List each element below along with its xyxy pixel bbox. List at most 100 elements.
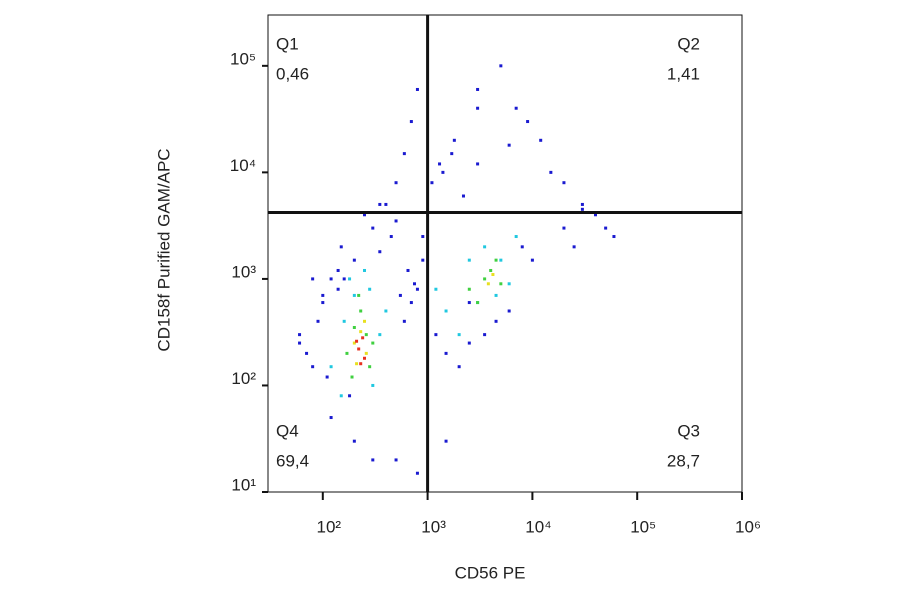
data-point <box>355 362 359 366</box>
data-point <box>604 226 608 230</box>
data-point <box>363 356 367 360</box>
data-point <box>507 282 511 286</box>
quadrant-name: Q4 <box>276 421 299 440</box>
data-point <box>593 213 597 217</box>
data-point <box>580 202 584 206</box>
data-point <box>520 245 524 249</box>
data-point <box>311 277 315 281</box>
data-point <box>339 245 343 249</box>
data-point <box>384 202 388 206</box>
data-point <box>549 170 553 174</box>
x-tick-label: 10⁴ <box>525 517 551 536</box>
data-point <box>378 202 382 206</box>
data-point <box>336 268 340 272</box>
data-point <box>415 471 419 475</box>
data-point <box>378 250 382 254</box>
data-point <box>467 287 471 291</box>
data-point <box>467 341 471 345</box>
data-point <box>368 287 372 291</box>
y-tick-label: 10⁵ <box>230 49 256 68</box>
data-point <box>336 287 340 291</box>
data-point <box>486 282 490 286</box>
data-point <box>363 213 367 217</box>
data-point <box>394 458 398 462</box>
quadrant-name: Q3 <box>677 421 700 440</box>
data-point <box>438 162 442 166</box>
data-point <box>476 106 480 110</box>
data-point <box>355 339 359 343</box>
data-point <box>494 319 498 323</box>
data-point <box>530 258 534 262</box>
data-point <box>421 235 425 239</box>
data-point <box>476 301 480 305</box>
quadrant-name: Q1 <box>276 34 299 53</box>
data-point <box>452 138 456 142</box>
data-point <box>562 181 566 185</box>
data-point <box>441 170 445 174</box>
data-point <box>467 258 471 262</box>
data-point <box>402 152 406 156</box>
data-point <box>491 273 495 277</box>
y-axis-label: CD158f Purified GAM/APC <box>154 148 173 351</box>
data-point <box>352 439 356 443</box>
data-point <box>384 309 388 313</box>
data-point <box>580 207 584 211</box>
data-point <box>514 235 518 239</box>
data-point <box>499 64 503 68</box>
x-tick-label: 10⁵ <box>630 517 656 536</box>
data-point <box>483 333 487 337</box>
data-point <box>305 351 309 355</box>
data-point <box>499 258 503 262</box>
data-point <box>514 106 518 110</box>
data-point <box>359 309 363 313</box>
data-point <box>352 341 356 345</box>
data-point <box>434 333 438 337</box>
data-point <box>371 383 375 387</box>
data-point <box>348 394 352 398</box>
data-point <box>444 309 448 313</box>
plot-frame <box>267 14 743 493</box>
y-tick-label: 10³ <box>231 262 256 281</box>
data-point <box>371 226 375 230</box>
quadrant-value: 1,41 <box>667 64 700 83</box>
data-point <box>348 277 352 281</box>
data-point <box>406 268 410 272</box>
data-point <box>507 143 511 147</box>
data-point <box>311 365 315 369</box>
data-point <box>342 277 346 281</box>
data-point <box>467 301 471 305</box>
data-point <box>409 120 413 124</box>
data-point <box>434 287 438 291</box>
data-point <box>483 245 487 249</box>
data-point <box>363 268 367 272</box>
y-tick-label: 10² <box>231 369 256 388</box>
data-point <box>352 293 356 297</box>
y-tick-label: 10¹ <box>231 475 256 494</box>
y-tick-label: 10⁴ <box>230 156 256 175</box>
quadrant-value: 28,7 <box>667 451 700 470</box>
data-point <box>361 336 365 340</box>
data-point <box>444 439 448 443</box>
data-point <box>352 258 356 262</box>
data-point <box>494 258 498 262</box>
data-point <box>572 245 576 249</box>
data-point <box>526 120 530 124</box>
data-point <box>444 351 448 355</box>
data-point <box>409 301 413 305</box>
data-point <box>413 282 417 286</box>
data-point <box>321 293 325 297</box>
quadrant-value: 0,46 <box>276 64 309 83</box>
data-point <box>415 287 419 291</box>
data-point <box>476 162 480 166</box>
data-point <box>329 365 333 369</box>
data-point <box>394 181 398 185</box>
data-point <box>389 235 393 239</box>
data-point <box>402 319 406 323</box>
data-point <box>562 226 566 230</box>
data-point <box>298 333 302 337</box>
data-point <box>364 351 368 355</box>
data-point <box>489 268 493 272</box>
data-point <box>457 365 461 369</box>
data-point <box>339 394 343 398</box>
